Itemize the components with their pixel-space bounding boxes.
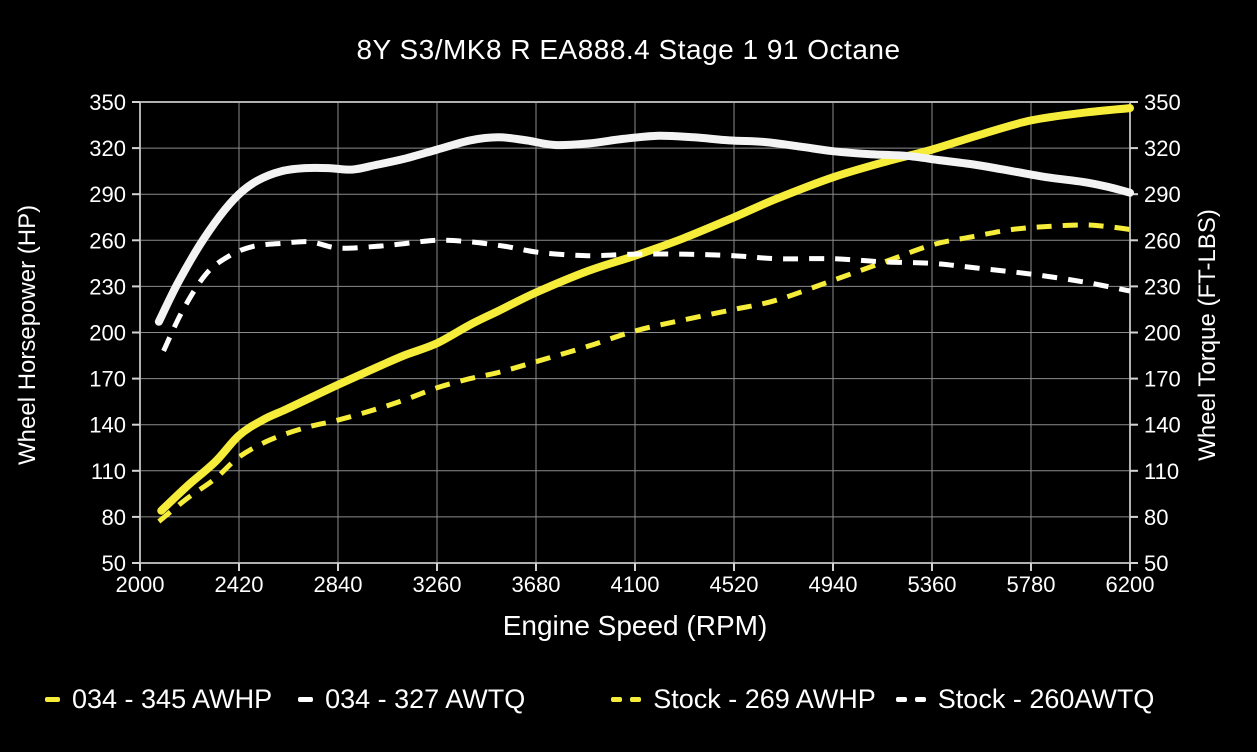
- tick-label: 4940: [809, 572, 858, 597]
- legend-item-stock-awhp: Stock - 269 AWHP: [611, 684, 876, 715]
- legend-label: 034 - 345 AWHP: [72, 684, 273, 714]
- tick-label: 3260: [413, 572, 462, 597]
- tick-label: 80: [1144, 505, 1168, 530]
- tick-label: 170: [89, 367, 126, 392]
- curve-stock-260awtq: [161, 237, 1131, 353]
- tick-label: 50: [102, 551, 126, 576]
- tick-label: 260: [1144, 228, 1181, 253]
- curve-stock-269-awhp: [157, 222, 1131, 524]
- y-tick-labels-right: 50 80 110 140 170 200 230 260 290 320 350: [1144, 90, 1181, 576]
- legend-label: 034 - 327 AWTQ: [325, 684, 526, 714]
- tick-label: 200: [1144, 321, 1181, 346]
- legend: 034 - 345 AWHP 034 - 327 AWTQ Stock - 26…: [0, 684, 1257, 715]
- tick-label: 320: [89, 136, 126, 161]
- tick-label: 170: [1144, 367, 1181, 392]
- tick-label: 3680: [512, 572, 561, 597]
- solid-white-line-icon: [298, 697, 314, 702]
- tick-label: 290: [1144, 182, 1181, 207]
- tick-label: 230: [1144, 274, 1181, 299]
- curve-034-327-awtq: [154, 131, 1134, 326]
- tick-label: 4100: [611, 572, 660, 597]
- tick-label: 2000: [116, 572, 165, 597]
- tick-label: 110: [91, 459, 126, 484]
- tick-label: 110: [1144, 459, 1179, 484]
- tick-label: 4520: [710, 572, 759, 597]
- x-tick-labels: 2000 2420 2840 3260 3680 4100 4520 4940 5360 5780…: [116, 572, 1155, 597]
- legend-label: Stock - 269 AWHP: [653, 684, 876, 714]
- legend-item-034-awhp: 034 - 345 AWHP: [45, 684, 272, 715]
- legend-label: Stock - 260AWTQ: [937, 684, 1155, 714]
- tick-label: 230: [89, 274, 126, 299]
- tick-label: 320: [1144, 136, 1181, 161]
- legend-item-034-awtq: 034 - 327 AWTQ: [298, 684, 525, 715]
- axis-ticks: [132, 101, 1138, 571]
- tick-label: 290: [89, 182, 126, 207]
- dashed-white-line-icon: [895, 697, 926, 702]
- solid-yellow-line-icon: [45, 697, 60, 702]
- tick-label: 260: [89, 228, 126, 253]
- chart-title: 8Y S3/MK8 R EA888.4 Stage 1 91 Octane: [356, 34, 901, 65]
- tick-label: 5360: [908, 572, 957, 597]
- tick-label: 350: [89, 90, 126, 115]
- tick-label: 350: [1144, 90, 1181, 115]
- tick-label: 2420: [215, 572, 264, 597]
- curve-034-345-awhp: [157, 104, 1134, 515]
- dashed-yellow-line-icon: [611, 697, 642, 702]
- tick-label: 80: [102, 505, 126, 530]
- legend-item-stock-awtq: Stock - 260AWTQ: [895, 684, 1155, 715]
- y-tick-labels-left: 50 80 110 140 170 200 230 260 290 320 350: [89, 90, 126, 576]
- tick-label: 140: [1144, 413, 1181, 438]
- tick-label: 50: [1144, 551, 1168, 576]
- tick-label: 2840: [314, 572, 363, 597]
- tick-label: 5780: [1007, 572, 1056, 597]
- tick-label: 6200: [1106, 572, 1155, 597]
- x-axis-label: Engine Speed (RPM): [502, 610, 768, 641]
- tick-label: 140: [89, 413, 126, 438]
- tick-label: 200: [89, 321, 126, 346]
